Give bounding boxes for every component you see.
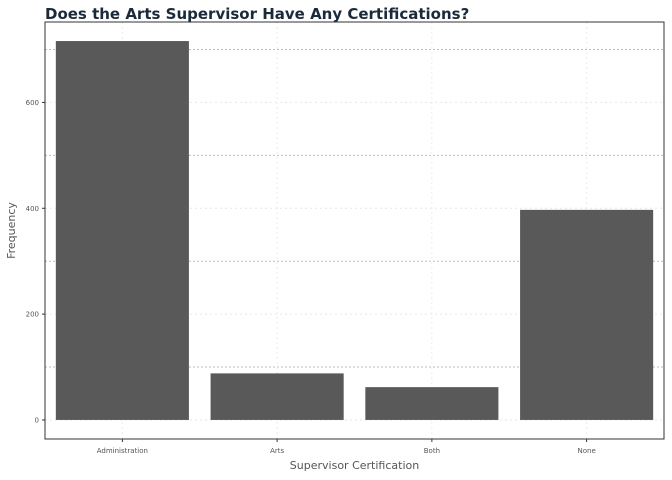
chart-title: Does the Arts Supervisor Have Any Certif… (45, 5, 470, 23)
bar-none (520, 209, 654, 420)
y-axis-title: Frequency (5, 202, 18, 259)
y-tick-label: 200 (26, 311, 39, 319)
x-tick-label: Administration (97, 447, 148, 455)
bar-arts (210, 373, 344, 420)
x-axis-ticks: Administration Arts Both None (97, 439, 596, 455)
x-tick-label: Arts (270, 447, 284, 455)
y-axis-ticks: 0 200 400 600 (26, 99, 45, 424)
y-tick-label: 0 (35, 416, 39, 424)
bar-both (365, 387, 499, 420)
bar-administration (55, 41, 189, 420)
bars (55, 41, 654, 420)
y-tick-label: 400 (26, 205, 39, 213)
plot-panel-border (44, 21, 665, 440)
x-tick-label: None (577, 447, 595, 455)
x-tick-label: Both (424, 447, 440, 455)
y-tick-label: 600 (26, 99, 39, 107)
x-axis-title: Supervisor Certification (290, 459, 419, 472)
